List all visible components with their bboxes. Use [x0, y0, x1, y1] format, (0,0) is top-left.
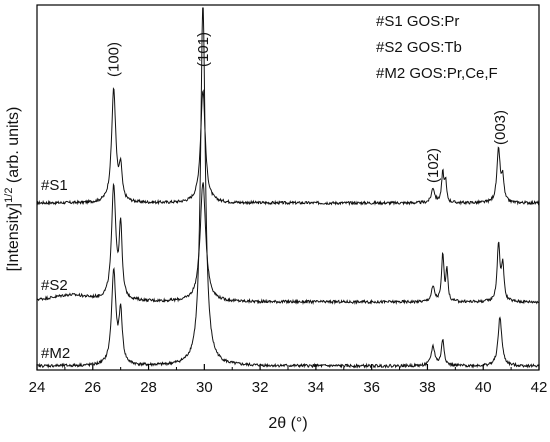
x-tick-label: 32: [252, 379, 269, 396]
series-line-m2: [36, 7, 540, 369]
x-tick-label: 26: [84, 379, 101, 396]
x-tick-label: 28: [140, 379, 157, 396]
x-axis-ticks: 24 26 28 30 32 34 36 38 40 42: [29, 364, 548, 396]
trace-label-m2: #M2: [41, 345, 70, 362]
y-axis-title-sup: 1/2: [3, 188, 15, 203]
y-axis-title: [Intensity]1/2 (arb. units): [3, 107, 22, 272]
x-tick-label: 30: [196, 379, 213, 396]
legend-line-3: #M2 GOS:Pr,Ce,F: [376, 65, 498, 82]
y-axis-title-main: [Intensity]: [5, 203, 22, 271]
peak-label: (101): [195, 32, 212, 67]
peak-labels: (100) (101) (102) (003): [106, 32, 509, 183]
trace-label-s1: #S1: [41, 177, 68, 194]
x-tick-label: 24: [29, 379, 46, 396]
peak-label: (102): [425, 148, 442, 183]
peak-label: (100): [106, 42, 123, 77]
legend-line-1: #S1 GOS:Pr: [376, 13, 459, 30]
trace-label-s2: #S2: [41, 277, 68, 294]
peak-label: (003): [492, 110, 509, 145]
traces-layer: [36, 7, 540, 369]
x-tick-label: 42: [531, 379, 548, 396]
series-line-s1: [36, 87, 540, 207]
x-tick-label: 40: [475, 379, 492, 396]
legend: #S1 GOS:Pr #S2 GOS:Tb #M2 GOS:Pr,Ce,F: [376, 13, 498, 82]
legend-line-2: #S2 GOS:Tb: [376, 39, 462, 56]
x-tick-label: 34: [308, 379, 325, 396]
y-axis-title-tail: (arb. units): [5, 107, 22, 188]
series-line-s2: [36, 182, 540, 306]
trace-labels: #S1 #S2 #M2: [41, 177, 70, 362]
x-axis-title: 2θ (°): [268, 415, 307, 432]
x-tick-label: 38: [419, 379, 436, 396]
x-tick-label: 36: [363, 379, 380, 396]
